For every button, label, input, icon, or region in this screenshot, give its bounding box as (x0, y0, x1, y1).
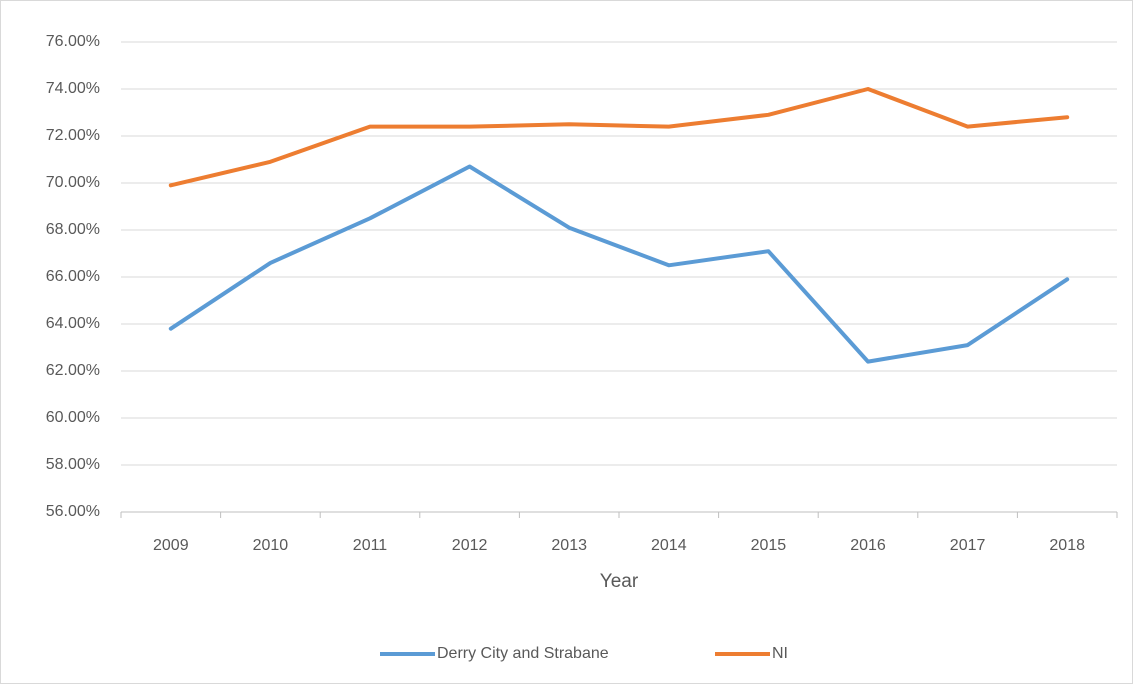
x-tick-label: 2014 (651, 537, 687, 554)
y-tick-label: 60.00% (46, 409, 100, 426)
series-line (168, 87, 1070, 188)
x-tick-label: 2015 (751, 537, 787, 554)
x-tick-label: 2013 (551, 537, 587, 554)
y-tick-label: 74.00% (46, 80, 100, 97)
series-line (168, 164, 1070, 364)
y-tick-label: 76.00% (46, 33, 100, 50)
x-tick-label: 2018 (1049, 537, 1085, 554)
y-tick-label: 72.00% (46, 127, 100, 144)
y-tick-label: 66.00% (46, 268, 100, 285)
y-tick-label: 58.00% (46, 456, 100, 473)
y-tick-label: 70.00% (46, 174, 100, 191)
x-tick-label: 2017 (950, 537, 986, 554)
x-tick-label: 2009 (153, 537, 189, 554)
y-tick-label: 56.00% (46, 503, 100, 520)
y-tick-label: 64.00% (46, 315, 100, 332)
legend-label: NI (772, 645, 788, 662)
x-tick-label: 2011 (353, 537, 388, 554)
x-axis-label: Year (600, 571, 639, 592)
y-tick-label: 68.00% (46, 221, 100, 238)
x-tick-label: 2010 (253, 537, 289, 554)
legend-label: Derry City and Strabane (437, 645, 609, 662)
x-tick-label: 2016 (850, 537, 886, 554)
y-tick-label: 62.00% (46, 362, 100, 379)
x-tick-label: 2012 (452, 537, 488, 554)
